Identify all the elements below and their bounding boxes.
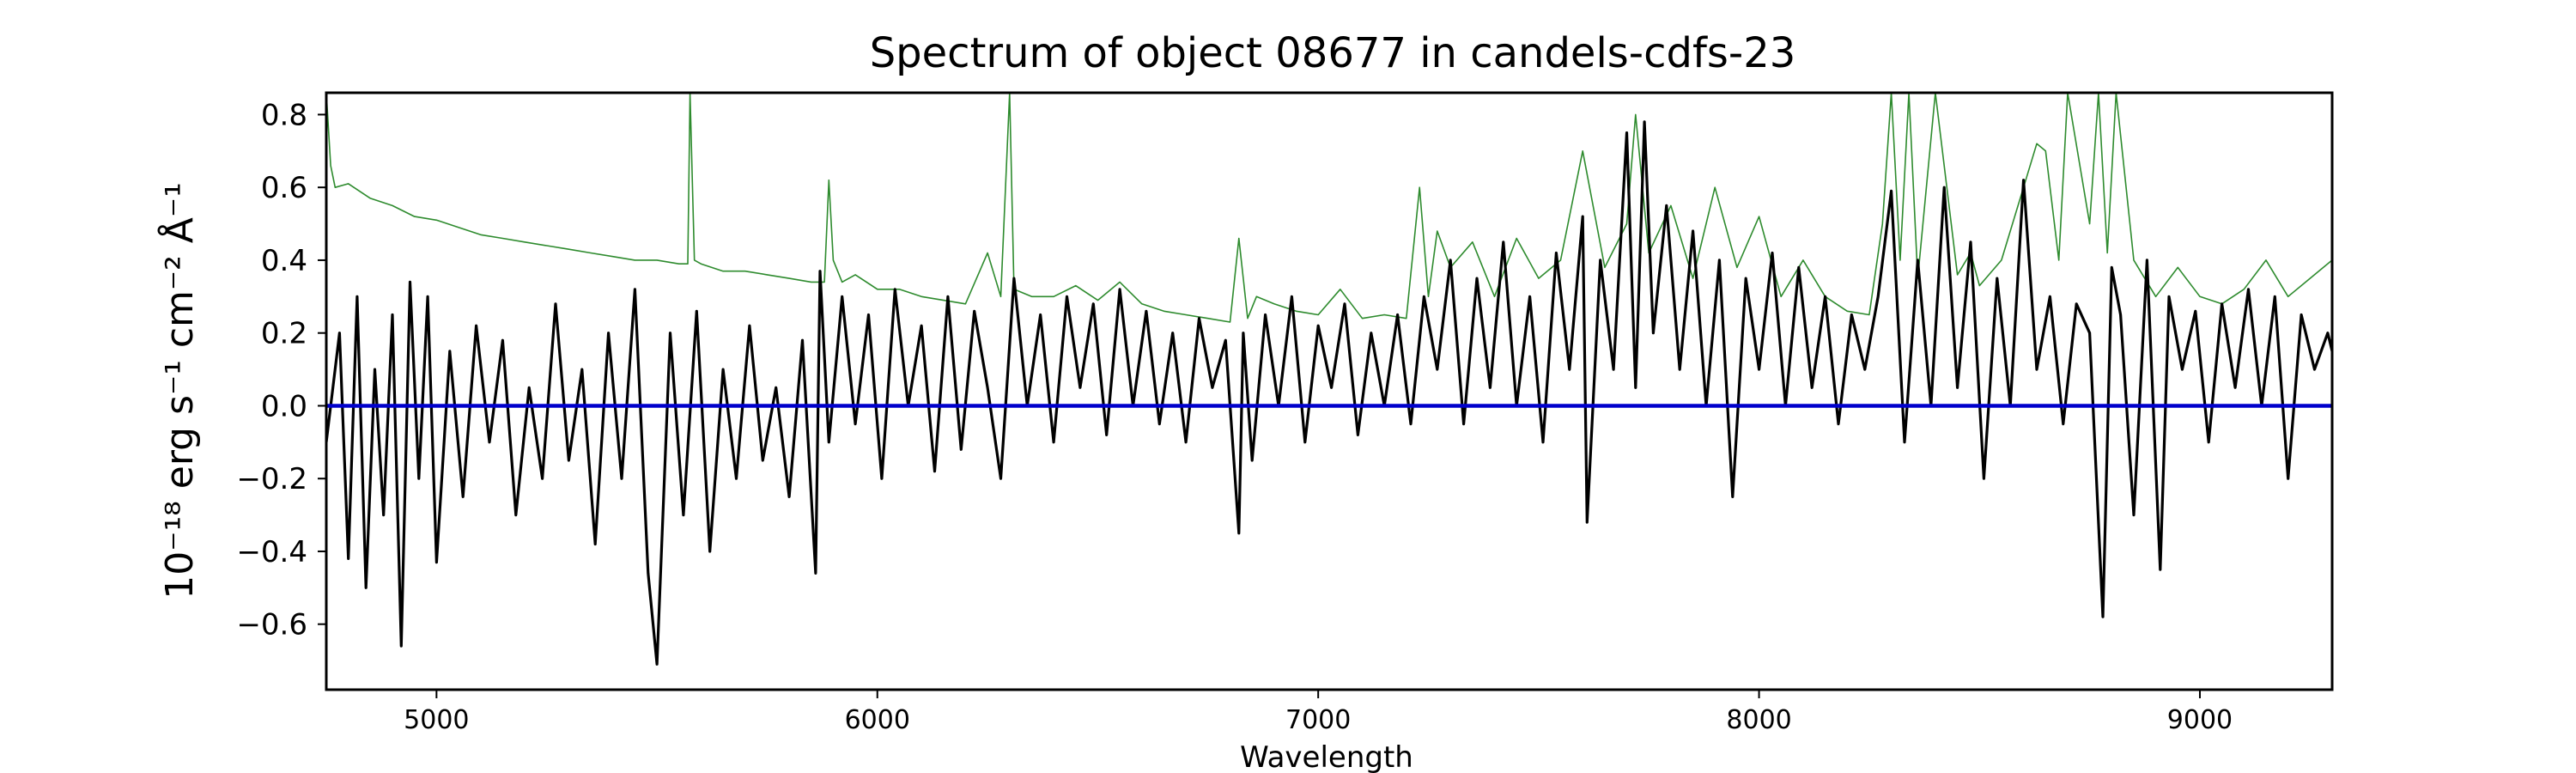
chart-title: Spectrum of object 08677 in candels-cdfs…	[870, 29, 1796, 77]
x-tick-label: 5000	[404, 705, 469, 735]
axis-ticks: 5000 6000 7000 8000 9000 −0.6 −0.4 −0.2 0.0 0.2 0.…	[236, 98, 2233, 735]
y-tick-label: 0.8	[261, 98, 307, 132]
y-tick-label: −0.2	[236, 462, 307, 496]
plot-area	[326, 93, 2332, 666]
y-tick-label: −0.6	[236, 608, 307, 642]
y-tick-label: 0.6	[261, 171, 307, 205]
flux-series-line	[326, 120, 2332, 666]
x-tick-label: 6000	[845, 705, 910, 735]
y-tick-label: −0.4	[236, 535, 307, 569]
y-tick-label: 0.4	[261, 244, 307, 278]
axes-frame	[325, 91, 2334, 691]
x-tick-label: 8000	[1726, 705, 1791, 735]
y-tick-label: 0.2	[261, 317, 307, 351]
x-axis-label: Wavelength	[1240, 740, 1413, 773]
y-tick-label: 0.0	[261, 389, 307, 423]
x-tick-label: 9000	[2167, 705, 2233, 735]
x-tick-label: 7000	[1285, 705, 1351, 735]
noise-series-line	[326, 93, 2332, 323]
y-axis-label: 10⁻¹⁸ erg s⁻¹ cm⁻² Å⁻¹	[156, 182, 202, 599]
